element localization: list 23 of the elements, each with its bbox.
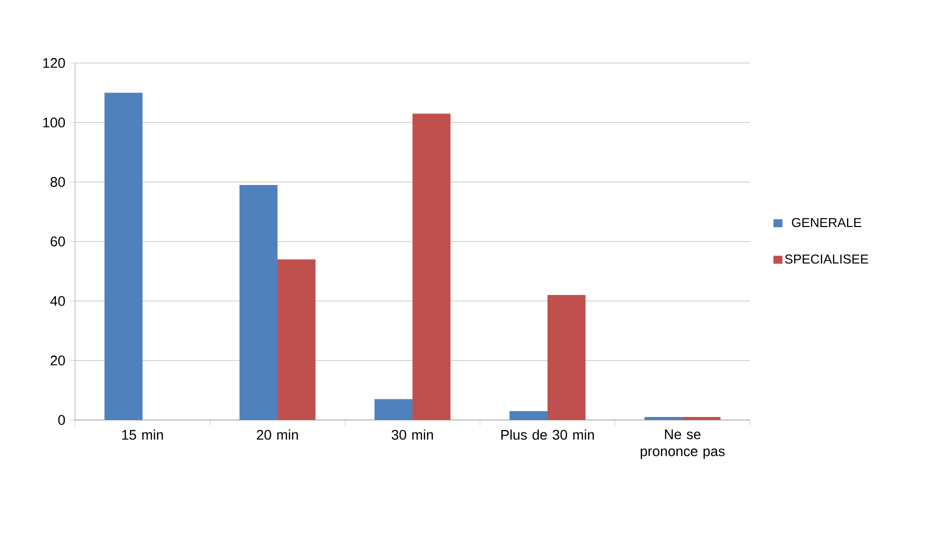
bar — [104, 92, 142, 420]
bar — [278, 259, 316, 420]
bar — [682, 417, 721, 420]
legend-label: GENERALE — [792, 218, 862, 228]
y-tick-label: 120 — [43, 58, 65, 68]
y-tick-label: 60 — [50, 236, 65, 246]
y-tick-label: 100 — [43, 118, 65, 128]
x-tick-label: Plus de 30 min — [501, 430, 594, 440]
bar — [548, 295, 586, 420]
y-tick-label: 40 — [50, 296, 65, 306]
y-tick-label: 20 — [50, 356, 65, 366]
x-tick-label: 15 min — [122, 430, 163, 440]
bar — [510, 411, 548, 420]
bar — [240, 184, 278, 420]
x-tick-label: 30 min — [392, 430, 433, 440]
bar — [644, 417, 683, 420]
x-tick-label: Ne se prononce pas — [640, 430, 725, 459]
legend-label: SPECIALISEE — [785, 254, 868, 264]
bar — [412, 114, 451, 420]
y-tick-label: 0 — [58, 415, 65, 425]
y-tick-label: 80 — [50, 177, 65, 187]
x-tick-label: 20 min — [256, 430, 298, 440]
bar — [374, 399, 413, 420]
